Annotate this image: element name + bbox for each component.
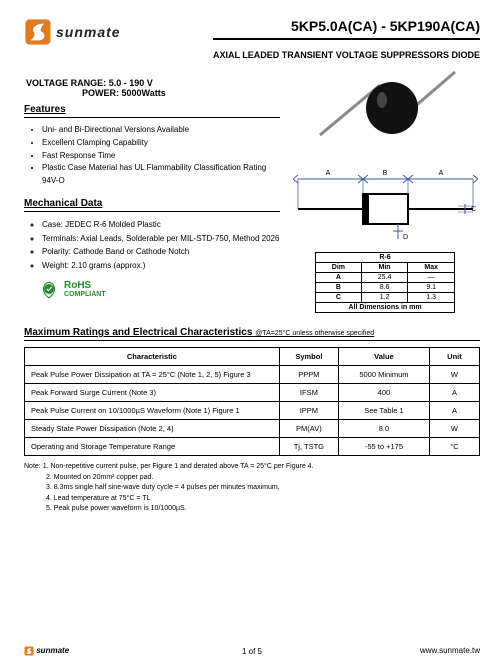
notes: Note: 1. Non-repetitive current pulse, p… [24, 462, 480, 515]
ratings-cell: IFSM [279, 384, 338, 402]
right-column: A B A C D R-6 [290, 60, 480, 313]
ratings-cell: Peak Pulse Current on 10/1000µS Waveform… [25, 402, 280, 420]
component-photo [310, 60, 460, 155]
dim-cell: 8.6 [361, 283, 408, 293]
dim-cell: 1.3 [408, 293, 455, 303]
ratings-cell: Peak Pulse Power Dissipation at TA = 25°… [25, 366, 280, 384]
feature-item: Plastic Case Material has UL Flammabilit… [42, 162, 280, 188]
features-list: Uni- and Bi-Directional Versions Availab… [42, 124, 280, 188]
ratings-cell: Steady State Power Dissipation (Note 2, … [25, 420, 280, 438]
logo-icon [24, 18, 52, 46]
dim-cell: — [408, 273, 455, 283]
table-row: Peak Forward Surge Current (Note 3)IFSM4… [25, 384, 480, 402]
power-spec: POWER: 5000Watts [82, 88, 280, 98]
rohs-sub: COMPLIANT [64, 291, 106, 298]
features-rule [24, 117, 280, 118]
power-label: POWER: [82, 88, 119, 98]
content-row: VOLTAGE RANGE: 5.0 - 190 V POWER: 5000Wa… [24, 60, 480, 313]
note-item: 3. 8.3ms single half sine-wave duty cycl… [46, 483, 480, 494]
ratings-table: Characteristic Symbol Value Unit Peak Pu… [24, 347, 480, 456]
ratings-condition: @TA=25°C unless otherwise specified [255, 330, 374, 337]
ratings-rule [24, 340, 480, 341]
mech-list: Case: JEDEC R-6 Molded Plastic Terminals… [42, 218, 280, 272]
note-item: 5. Peak pulse power waveform is 10/1000µ… [46, 504, 480, 515]
ratings-col: Symbol [279, 348, 338, 366]
dim-cell: C [316, 293, 362, 303]
dim-cell: A [316, 273, 362, 283]
dim-col: Min [361, 263, 408, 273]
ratings-cell: Peak Forward Surge Current (Note 3) [25, 384, 280, 402]
rohs-badge: RoHS COMPLIANT [38, 278, 280, 300]
mech-item: Terminals: Axial Leads, Solderable per M… [42, 232, 280, 246]
ratings-col: Characteristic [25, 348, 280, 366]
title-block: 5KP5.0A(CA) - 5KP190A(CA) AXIAL LEADED T… [213, 18, 480, 60]
dim-cell: B [316, 283, 362, 293]
ratings-cell: A [429, 402, 479, 420]
features-title: Features [24, 104, 280, 115]
ratings-title: Maximum Ratings and Electrical Character… [24, 327, 480, 338]
note-item: 4. Lead temperature at 75°C = TL [46, 494, 480, 505]
mech-item: Polarity: Cathode Band or Cathode Notch [42, 245, 280, 259]
mech-title: Mechanical Data [24, 198, 280, 209]
ratings-cell: PPPM [279, 366, 338, 384]
logo: sunmate [24, 18, 121, 46]
ratings-cell: 8.0 [338, 420, 429, 438]
ratings-cell: 5000 Minimum [338, 366, 429, 384]
ratings-cell: PM(AV) [279, 420, 338, 438]
mech-item: Weight: 2.10 grams (approx.) [42, 259, 280, 273]
part-number: 5KP5.0A(CA) - 5KP190A(CA) [213, 18, 480, 34]
dimension-diagram: A B A C D [293, 159, 478, 244]
voltage-label: VOLTAGE RANGE: [26, 78, 106, 88]
power-value: 5000Watts [122, 88, 166, 98]
table-row: Steady State Power Dissipation (Note 2, … [25, 420, 480, 438]
table-row: Peak Pulse Power Dissipation at TA = 25°… [25, 366, 480, 384]
rohs-text: RoHS [64, 281, 106, 291]
note-item: 1. Non-repetitive current pulse, per Fig… [43, 463, 314, 470]
dim-col: Max [408, 263, 455, 273]
dim-table-footer: All Dimensions in mm [316, 303, 455, 313]
notes-label: Note: [24, 463, 41, 470]
dimension-table: R-6 Dim Min Max A25.4— B8.69.1 C1.21.3 A… [315, 252, 455, 313]
dim-table-title: R-6 [316, 253, 455, 263]
dim-cell: 1.2 [361, 293, 408, 303]
dim-cell: 25.4 [361, 273, 408, 283]
rohs-icon [38, 278, 60, 300]
ratings-cell: Tj, TSTG [279, 438, 338, 456]
ratings-cell: W [429, 366, 479, 384]
title-rule [213, 38, 480, 40]
mech-rule [24, 211, 280, 212]
left-column: VOLTAGE RANGE: 5.0 - 190 V POWER: 5000Wa… [24, 60, 280, 313]
dim-a-right: A [438, 170, 443, 177]
ratings-cell: W [429, 420, 479, 438]
ratings-cell: A [429, 384, 479, 402]
subtitle: AXIAL LEADED TRANSIENT VOLTAGE SUPPRESSO… [213, 50, 480, 60]
ratings-title-text: Maximum Ratings and Electrical Character… [24, 327, 252, 338]
ratings-cell: IPPM [279, 402, 338, 420]
dim-a-left: A [325, 170, 330, 177]
ratings-cell: Operating and Storage Temperature Range [25, 438, 280, 456]
dim-col: Dim [316, 263, 362, 273]
table-row: Peak Pulse Current on 10/1000µS Waveform… [25, 402, 480, 420]
table-row: Operating and Storage Temperature RangeT… [25, 438, 480, 456]
feature-item: Uni- and Bi-Directional Versions Availab… [42, 124, 280, 137]
feature-item: Fast Response Time [42, 150, 280, 163]
dim-d: D [403, 234, 408, 241]
mech-item: Case: JEDEC R-6 Molded Plastic [42, 218, 280, 232]
header: sunmate 5KP5.0A(CA) - 5KP190A(CA) AXIAL … [24, 18, 480, 60]
brand-text: sunmate [56, 24, 121, 40]
dim-cell: 9.1 [408, 283, 455, 293]
feature-item: Excellent Clamping Capability [42, 137, 280, 150]
ratings-col: Value [338, 348, 429, 366]
ratings-cell: See Table 1 [338, 402, 429, 420]
ratings-col: Unit [429, 348, 479, 366]
voltage-range: VOLTAGE RANGE: 5.0 - 190 V [26, 78, 280, 88]
dim-b: B [382, 170, 387, 177]
ratings-cell: 400 [338, 384, 429, 402]
ratings-cell: -55 to +175 [338, 438, 429, 456]
note-item: 2. Mounted on 20mm² copper pad. [46, 473, 480, 484]
page-number: 1 of 5 [0, 647, 504, 656]
ratings-cell: °C [429, 438, 479, 456]
voltage-value: 5.0 - 190 V [109, 78, 153, 88]
